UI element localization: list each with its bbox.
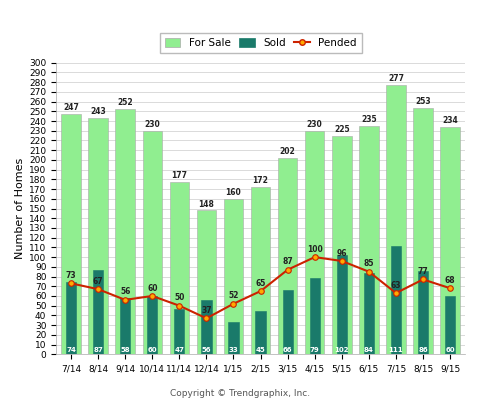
Text: 65: 65 (255, 279, 266, 288)
Bar (310, 278, 320, 354)
Bar (359, 126, 379, 354)
Bar (278, 158, 298, 354)
Text: 47: 47 (174, 347, 184, 353)
Text: 52: 52 (228, 291, 239, 300)
Bar (88, 118, 108, 354)
Text: 277: 277 (388, 74, 404, 83)
Bar (197, 210, 216, 354)
Text: 160: 160 (226, 188, 241, 197)
Bar (305, 131, 324, 354)
Bar (174, 309, 184, 354)
Bar (364, 273, 374, 354)
Text: 74: 74 (66, 347, 76, 353)
Bar (66, 282, 76, 354)
Bar (115, 109, 135, 354)
Text: 148: 148 (198, 200, 215, 208)
Bar (283, 290, 293, 354)
Text: 96: 96 (336, 248, 347, 258)
Bar (143, 131, 162, 354)
Text: 84: 84 (364, 347, 374, 353)
Text: 63: 63 (391, 281, 401, 290)
Text: 243: 243 (90, 107, 106, 116)
Text: 33: 33 (228, 347, 239, 353)
Text: 67: 67 (93, 277, 103, 286)
Text: 111: 111 (389, 347, 403, 353)
Text: 79: 79 (310, 347, 320, 353)
Bar (332, 136, 351, 354)
Bar (228, 322, 239, 354)
Text: 60: 60 (147, 347, 157, 353)
Text: 202: 202 (280, 147, 296, 156)
Text: 45: 45 (256, 347, 265, 353)
Bar (386, 85, 406, 354)
Text: 230: 230 (307, 120, 323, 129)
Text: 66: 66 (283, 347, 292, 353)
Bar (93, 270, 103, 354)
Text: 60: 60 (445, 347, 455, 353)
Legend: For Sale, Sold, Pended: For Sale, Sold, Pended (159, 33, 361, 53)
Text: 247: 247 (63, 103, 79, 112)
Text: 60: 60 (147, 284, 157, 292)
Text: 100: 100 (307, 245, 323, 254)
Text: 86: 86 (418, 347, 428, 353)
Text: 252: 252 (118, 98, 133, 108)
Bar (440, 127, 460, 354)
Text: 102: 102 (335, 347, 349, 353)
Text: 73: 73 (66, 271, 76, 280)
Bar (201, 300, 212, 354)
Bar (413, 108, 433, 354)
Text: 253: 253 (415, 98, 431, 106)
Bar (391, 246, 401, 354)
Bar (169, 182, 189, 354)
Text: Copyright © Trendgraphix, Inc.: Copyright © Trendgraphix, Inc. (170, 389, 310, 398)
Text: 85: 85 (364, 259, 374, 268)
Bar (336, 255, 347, 354)
Text: 50: 50 (174, 293, 184, 302)
Bar (418, 271, 428, 354)
Text: 68: 68 (445, 276, 456, 285)
Bar (61, 114, 81, 354)
Text: 58: 58 (120, 347, 130, 353)
Text: 172: 172 (252, 176, 268, 185)
Text: 230: 230 (144, 120, 160, 129)
Text: 235: 235 (361, 115, 377, 124)
Text: 37: 37 (201, 306, 212, 315)
Text: 177: 177 (171, 171, 187, 180)
Y-axis label: Number of Homes: Number of Homes (15, 158, 25, 259)
Text: 77: 77 (418, 267, 429, 276)
Text: 56: 56 (202, 347, 211, 353)
Text: 56: 56 (120, 288, 131, 296)
Text: 225: 225 (334, 125, 349, 134)
Bar (445, 296, 455, 354)
Bar (147, 296, 157, 354)
Bar (251, 187, 270, 354)
Text: 234: 234 (442, 116, 458, 125)
Text: 87: 87 (282, 257, 293, 266)
Bar (255, 310, 266, 354)
Bar (120, 298, 131, 354)
Text: 87: 87 (93, 347, 103, 353)
Bar (224, 199, 243, 354)
